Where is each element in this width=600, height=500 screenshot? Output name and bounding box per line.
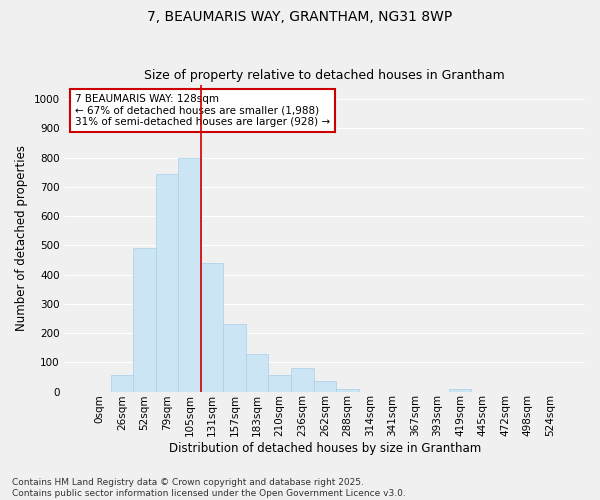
Text: 7 BEAUMARIS WAY: 128sqm
← 67% of detached houses are smaller (1,988)
31% of semi: 7 BEAUMARIS WAY: 128sqm ← 67% of detache… (75, 94, 330, 127)
Bar (201, 263, 223, 392)
Title: Size of property relative to detached houses in Grantham: Size of property relative to detached ho… (145, 69, 505, 82)
Bar (291, 368, 314, 392)
Bar (111, 376, 133, 392)
Y-axis label: Number of detached properties: Number of detached properties (15, 145, 28, 331)
Bar (223, 324, 246, 392)
Bar (133, 248, 156, 392)
Bar (314, 382, 336, 392)
Bar (156, 174, 178, 392)
Bar (449, 388, 471, 392)
Bar (268, 376, 291, 392)
Text: 7, BEAUMARIS WAY, GRANTHAM, NG31 8WP: 7, BEAUMARIS WAY, GRANTHAM, NG31 8WP (148, 10, 452, 24)
Bar (178, 158, 201, 392)
Bar (246, 354, 268, 392)
Text: Contains HM Land Registry data © Crown copyright and database right 2025.
Contai: Contains HM Land Registry data © Crown c… (12, 478, 406, 498)
Bar (336, 388, 359, 392)
X-axis label: Distribution of detached houses by size in Grantham: Distribution of detached houses by size … (169, 442, 481, 455)
